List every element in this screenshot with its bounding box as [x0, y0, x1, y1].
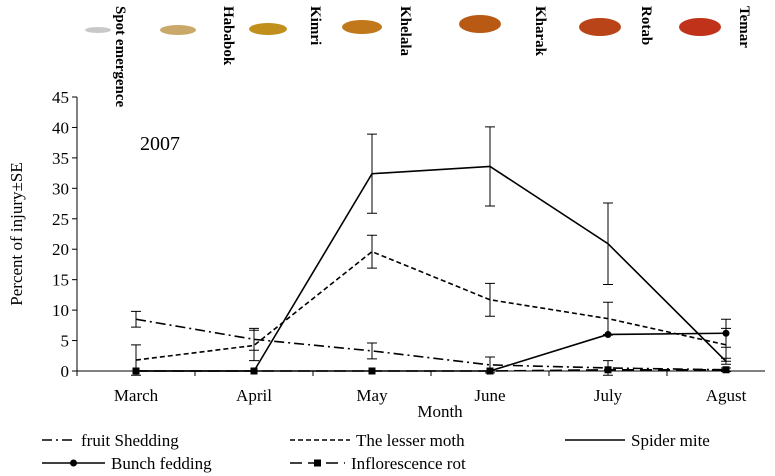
y-tick-label: 20 — [52, 240, 69, 259]
x-tick-label: July — [594, 386, 623, 405]
x-tick-label: April — [236, 386, 272, 405]
stage-image — [679, 18, 721, 36]
y-tick-label: 0 — [61, 362, 70, 381]
marker — [722, 329, 730, 337]
error-bar — [367, 234, 377, 269]
legend-label: The lesser moth — [356, 431, 465, 450]
stage-images — [85, 15, 721, 36]
marker — [250, 367, 258, 375]
y-tick-label: 15 — [52, 271, 69, 290]
stage-image — [85, 27, 111, 33]
marker — [486, 367, 494, 375]
y-tick-label: 45 — [52, 88, 69, 107]
legend-label: fruit Shedding — [81, 431, 179, 450]
error-bar — [721, 357, 731, 365]
error-bar — [485, 126, 495, 207]
stage-image — [249, 23, 287, 35]
series-line — [136, 165, 727, 372]
x-axis-label: Month — [417, 402, 463, 421]
series-line — [136, 332, 727, 372]
series-line — [135, 250, 727, 361]
y-tick-label: 5 — [61, 332, 70, 351]
stage-label: Rotab — [638, 6, 654, 45]
series-line — [136, 368, 726, 372]
y-tick-label: 30 — [52, 179, 69, 198]
error-bar — [485, 282, 495, 317]
stage-label: Temar — [736, 6, 752, 48]
marker — [132, 367, 140, 375]
error-bar — [367, 133, 377, 214]
stage-image — [342, 20, 382, 34]
marker — [604, 366, 612, 374]
marker — [604, 330, 612, 338]
y-tick-label: 35 — [52, 149, 69, 168]
y-axis-label: Percent of injury±SE — [7, 162, 26, 305]
legend-label: Spider mite — [631, 431, 710, 450]
stage-label: Spot emergence — [112, 6, 128, 108]
legend-marker — [314, 459, 321, 467]
legend-marker — [70, 459, 77, 467]
y-tick-label: 10 — [52, 301, 69, 320]
legend-label: Inflorescence rot — [351, 454, 466, 473]
stage-label: Hababok — [220, 6, 236, 66]
error-bar — [367, 342, 377, 360]
marker — [368, 367, 376, 375]
series-line — [135, 318, 727, 371]
legend-label: Bunch fedding — [111, 454, 212, 473]
error-bar — [249, 329, 259, 362]
stage-image — [579, 18, 621, 36]
y-tick-label: 40 — [52, 118, 69, 137]
error-bar — [131, 310, 141, 328]
stage-image — [160, 25, 196, 35]
marker — [722, 366, 730, 374]
stage-label: Kharak — [532, 6, 548, 57]
y-tick-label: 25 — [52, 210, 69, 229]
x-tick-label: Agust — [706, 386, 747, 405]
x-tick-label: March — [114, 386, 159, 405]
error-bar — [603, 202, 613, 286]
annotation: 2007 — [140, 133, 180, 155]
stage-label: Kimri — [307, 6, 323, 45]
stage-image — [459, 15, 501, 33]
stage-label: Khelala — [397, 6, 413, 57]
x-tick-label: June — [474, 386, 505, 405]
x-tick-label: May — [356, 386, 388, 405]
